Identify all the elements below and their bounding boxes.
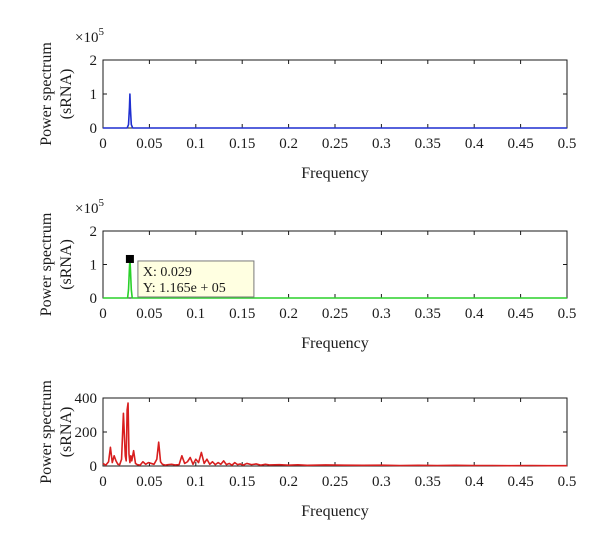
x-tick-label: 0.35 bbox=[415, 474, 441, 490]
x-tick-label: 0.4 bbox=[465, 136, 484, 152]
x-axis-label: Frequency bbox=[301, 165, 369, 182]
y-axis-label-line: Power spectrum bbox=[38, 212, 55, 316]
x-tick-label: 0.35 bbox=[415, 306, 441, 322]
y-tick-label: 0 bbox=[90, 121, 98, 137]
chart-panel-1: 0 0.05 0.1 0.15 0.2 0.25 0.3 0.35 0.4 0.45 0.5 0 1 2 ×… bbox=[38, 26, 576, 182]
x-tick-label: 0.3 bbox=[372, 136, 391, 152]
x-tick-label: 0.5 bbox=[558, 474, 577, 490]
plot-frame bbox=[102, 59, 568, 129]
y-exponent-label: ×105 bbox=[75, 26, 104, 46]
datatip-x: X: 0.029 bbox=[143, 265, 192, 280]
x-tick-label: 0.2 bbox=[279, 306, 298, 322]
y-tick-label: 1 bbox=[90, 87, 98, 103]
x-tick-label: 0.4 bbox=[465, 474, 484, 490]
x-tick-label: 0.05 bbox=[136, 474, 162, 490]
x-tick-label: 0.2 bbox=[279, 474, 298, 490]
x-tick-label: 0.25 bbox=[322, 306, 348, 322]
y-exponent: 5 bbox=[98, 26, 104, 38]
y-axis-label-line: (sRNA) bbox=[58, 239, 75, 290]
x-tick-label: 0.4 bbox=[465, 306, 484, 322]
x-tick-label: 0 bbox=[99, 306, 107, 322]
y-multiplier: ×10 bbox=[75, 201, 98, 217]
y-axis-label: Power spectrum (sRNA) bbox=[38, 42, 75, 146]
plot-frame bbox=[102, 397, 568, 467]
x-tick-label: 0.15 bbox=[229, 474, 255, 490]
y-axis-label-line: Power spectrum bbox=[38, 380, 55, 484]
chart-panel-2: 0 0.05 0.1 0.15 0.2 0.25 0.3 0.35 0.4 0.45 0.5 0 1 2 ×… bbox=[38, 197, 576, 352]
y-axis-label: Power spectrum (sRNA) bbox=[38, 380, 75, 484]
x-tick-label: 0.2 bbox=[279, 136, 298, 152]
x-tick-label: 0.25 bbox=[322, 474, 348, 490]
x-tick-label: 0.3 bbox=[372, 474, 391, 490]
x-tick-label: 0.1 bbox=[186, 474, 205, 490]
y-axis-label-line: Power spectrum bbox=[38, 42, 55, 146]
y-tick-label: 200 bbox=[75, 425, 98, 441]
x-tick-label: 0.1 bbox=[186, 306, 205, 322]
y-tick-label: 400 bbox=[75, 391, 98, 407]
y-tick-label: 2 bbox=[90, 224, 98, 240]
x-tick-label: 0.1 bbox=[186, 136, 205, 152]
y-exponent: 5 bbox=[98, 197, 104, 209]
y-tick-label: 0 bbox=[90, 291, 98, 307]
y-exponent-label: ×105 bbox=[75, 197, 104, 217]
y-axis-label-line: (sRNA) bbox=[58, 407, 75, 458]
x-tick-label: 0.35 bbox=[415, 136, 441, 152]
y-axis-label: Power spectrum (sRNA) bbox=[38, 212, 75, 316]
datatip-y: Y: 1.165e + 05 bbox=[143, 281, 226, 296]
y-multiplier: ×10 bbox=[75, 30, 98, 46]
x-axis-label: Frequency bbox=[301, 503, 369, 520]
x-tick-label: 0.3 bbox=[372, 306, 391, 322]
x-tick-label: 0.45 bbox=[507, 474, 533, 490]
series-line bbox=[103, 93, 567, 129]
x-tick-label: 0 bbox=[99, 474, 107, 490]
y-tick-label: 1 bbox=[90, 258, 98, 274]
x-axis-label: Frequency bbox=[301, 335, 369, 352]
y-axis-label-line: (sRNA) bbox=[58, 69, 75, 120]
x-tick-label: 0.5 bbox=[558, 306, 577, 322]
y-tick-label: 2 bbox=[90, 53, 98, 69]
x-tick-label: 0.45 bbox=[507, 136, 533, 152]
x-tick-label: 0.05 bbox=[136, 306, 162, 322]
y-tick-label: 0 bbox=[90, 459, 98, 475]
datatip-box bbox=[137, 260, 255, 298]
x-tick-label: 0.45 bbox=[507, 306, 533, 322]
x-tick-label: 0.05 bbox=[136, 136, 162, 152]
x-tick-label: 0.15 bbox=[229, 136, 255, 152]
x-tick-label: 0.5 bbox=[558, 136, 577, 152]
datatip-marker bbox=[125, 254, 134, 263]
series-line bbox=[102, 402, 567, 467]
x-tick-label: 0.15 bbox=[229, 306, 255, 322]
x-tick-label: 0 bbox=[99, 136, 107, 152]
chart-panel-3: 0 0.05 0.1 0.15 0.2 0.25 0.3 0.35 0.4 0.45 0.5 0 200… bbox=[38, 380, 576, 520]
x-tick-label: 0.25 bbox=[322, 136, 348, 152]
